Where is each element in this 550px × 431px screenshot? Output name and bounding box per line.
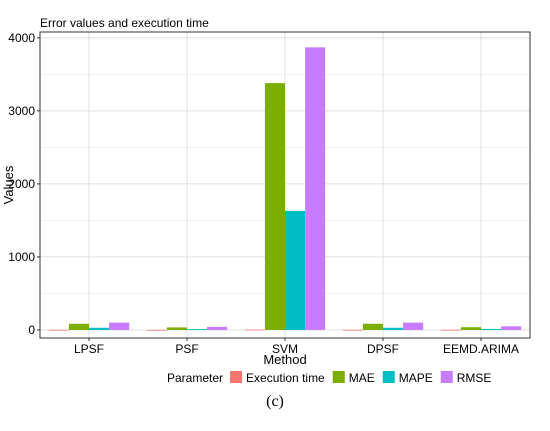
bar (166, 327, 187, 330)
bar (501, 326, 522, 330)
legend-label: RMSE (457, 371, 492, 385)
legend-swatch (440, 371, 453, 383)
bar (187, 329, 208, 330)
bar (244, 329, 265, 331)
bar (305, 47, 326, 330)
legend-label: MAPE (399, 371, 433, 385)
legend-label: MAE (349, 371, 375, 385)
figure-caption: (c) (266, 393, 284, 410)
legend-swatch (230, 371, 243, 383)
x-tick-label: DPSF (367, 342, 399, 356)
y-tick-label: 3000 (8, 104, 35, 118)
bar (460, 327, 481, 330)
bars (48, 47, 522, 331)
bar (146, 329, 167, 331)
legend-swatch (332, 371, 345, 383)
bar (285, 210, 306, 330)
chart-title: Error values and execution time (40, 16, 209, 30)
legend-swatch (382, 371, 395, 383)
y-tick-label: 4000 (8, 31, 35, 45)
y-axis: 0 1000 2000 3000 4000 (8, 31, 40, 337)
y-tick-label: 2000 (8, 177, 35, 191)
bar (383, 327, 404, 330)
x-axis: LPSF PSF SVM DPSF EEMD.ARIMA (74, 338, 519, 356)
legend: Parameter Execution time MAE MAPE RMSE (167, 371, 491, 385)
x-tick-label: PSF (175, 342, 198, 356)
bar (264, 83, 285, 330)
y-axis-label: Values (1, 165, 16, 204)
x-tick-label: SVM (272, 342, 298, 356)
bar (481, 328, 502, 330)
x-axis-label: Method (263, 352, 306, 367)
bar (109, 322, 130, 330)
x-tick-label: EEMD.ARIMA (443, 342, 519, 356)
bar (89, 327, 110, 330)
bar (207, 326, 228, 330)
bar (48, 329, 69, 331)
bar (403, 322, 424, 330)
y-tick-label: 1000 (8, 250, 35, 264)
legend-label: Execution time (246, 371, 325, 385)
bar (440, 329, 461, 331)
bar (362, 323, 383, 330)
legend-title: Parameter (167, 371, 223, 385)
x-tick-label: LPSF (74, 342, 104, 356)
bar (68, 323, 89, 330)
bar (342, 329, 363, 331)
y-tick-label: 0 (28, 323, 35, 337)
